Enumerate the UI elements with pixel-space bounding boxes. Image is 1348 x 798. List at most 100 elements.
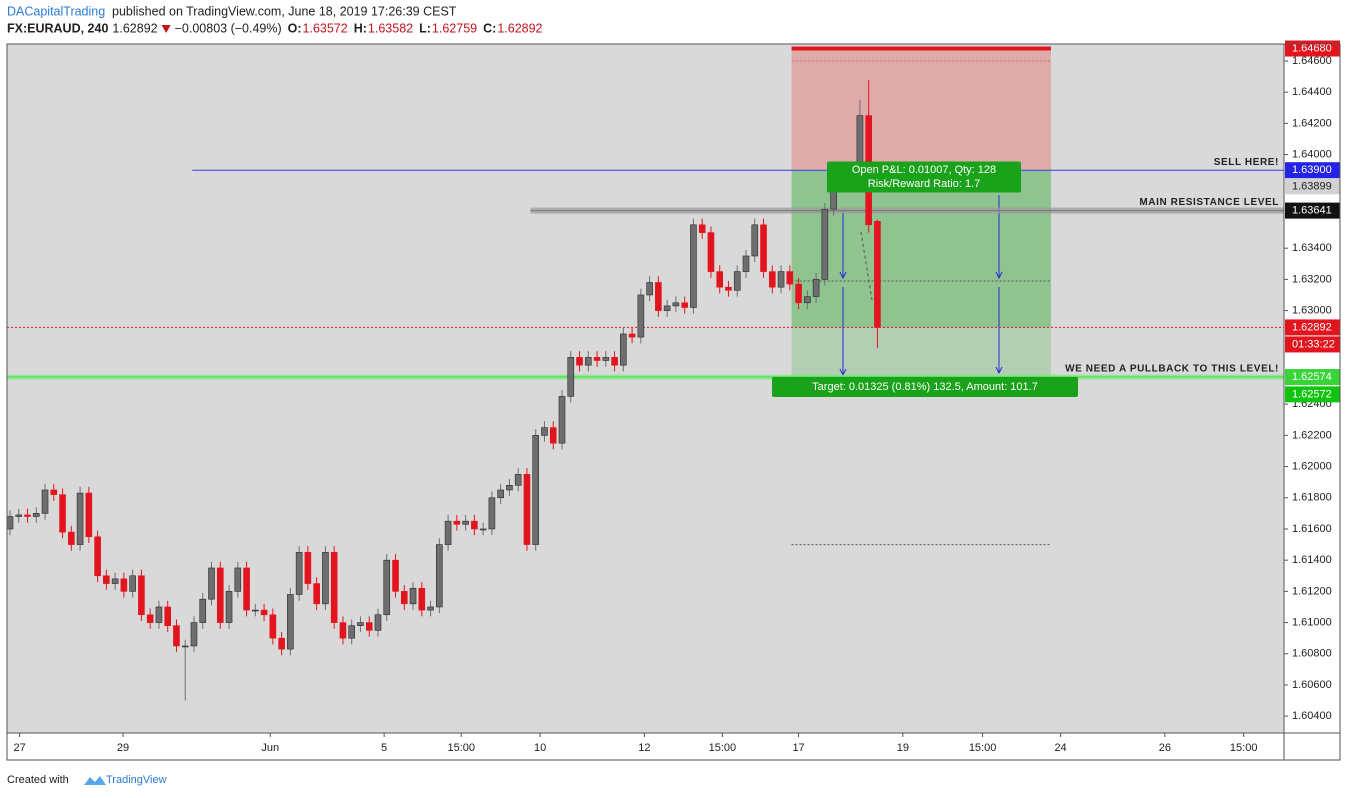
- position-label: Open P&L: 0.01007, Qty: 128: [852, 164, 996, 176]
- candle-body: [295, 552, 303, 595]
- candle-body: [725, 286, 732, 291]
- candle-body: [32, 513, 40, 517]
- ohlc-key: C:: [483, 21, 496, 35]
- candle-body: [181, 645, 189, 648]
- y-tick-label: 1.60400: [1292, 710, 1332, 722]
- candle-body: [690, 224, 697, 308]
- candle-body: [620, 333, 627, 366]
- candle-body: [24, 514, 31, 517]
- annotation: SELL HERE!: [1214, 157, 1279, 168]
- candle-body: [637, 294, 645, 338]
- candle-body: [541, 427, 548, 436]
- x-tick-label: 5: [381, 742, 387, 754]
- candle-body: [357, 622, 364, 626]
- x-tick-label: 15:00: [1230, 742, 1258, 754]
- x-tick-label: Jun: [261, 742, 279, 754]
- x-tick-label: 29: [117, 742, 129, 754]
- candle-body: [488, 497, 496, 530]
- last-price: 1.62892: [112, 21, 157, 35]
- ohlc-key: L:: [419, 21, 431, 35]
- candle-body: [716, 271, 724, 288]
- candle-body: [698, 224, 706, 233]
- candle-body: [146, 614, 154, 623]
- candle-body: [208, 567, 215, 600]
- price-tag-label: 1.63899: [1292, 180, 1332, 192]
- candle-body: [602, 357, 610, 361]
- ohlc-value: 1.63572: [303, 21, 348, 35]
- candle-body: [523, 474, 531, 545]
- candle-body: [672, 302, 680, 307]
- candle-body: [330, 552, 338, 623]
- published: published on TradingView.com, June 18, 2…: [112, 4, 457, 18]
- candle-body: [383, 559, 391, 616]
- countdown-tag: [1285, 336, 1340, 353]
- candle-body: [733, 271, 741, 291]
- candle-body: [497, 489, 504, 499]
- annotation: MAIN RESISTANCE LEVEL: [1139, 197, 1279, 208]
- candle-body: [111, 578, 119, 584]
- candle-body: [138, 575, 145, 616]
- candle-body: [41, 489, 49, 514]
- x-tick-label: 17: [792, 742, 804, 754]
- y-tick-label: 1.64000: [1292, 149, 1332, 161]
- chart-frame: [6, 43, 1341, 761]
- candle-body: [287, 594, 294, 650]
- y-tick-label: 1.61600: [1292, 523, 1332, 535]
- candle-body: [742, 255, 750, 272]
- candle-body: [804, 296, 811, 304]
- candle-body: [85, 492, 93, 538]
- candle-body: [549, 427, 557, 444]
- candle-body: [593, 357, 601, 361]
- candle-body: [471, 520, 478, 530]
- candle-body: [392, 559, 399, 592]
- symbol: FX:EURAUD, 240: [7, 21, 108, 35]
- candle-body: [646, 282, 653, 296]
- x-tick-label: 15:00: [447, 742, 475, 754]
- candle-body: [532, 435, 540, 545]
- x-tick-label: 10: [534, 742, 546, 754]
- candle-body: [462, 520, 469, 525]
- price-tag-label: 1.62574: [1292, 371, 1332, 383]
- arrow-head: [839, 271, 847, 280]
- price-tag: [1285, 202, 1340, 219]
- arrow-head: [995, 366, 1003, 375]
- y-tick-label: 1.61800: [1292, 492, 1332, 504]
- candle-body: [252, 609, 259, 612]
- y-tick-label: 1.62000: [1292, 460, 1332, 472]
- candle-body: [76, 492, 84, 545]
- stop-zone: [791, 48, 1051, 171]
- price-tag-label: 1.62572: [1292, 388, 1332, 400]
- x-tick-label: 19: [897, 742, 909, 754]
- candle-body: [313, 583, 320, 605]
- candle-body: [663, 305, 671, 311]
- price-tag: [1285, 386, 1340, 403]
- candle-body: [655, 282, 662, 311]
- y-tick-label: 1.64600: [1292, 55, 1332, 67]
- x-tick-label: 12: [638, 742, 650, 754]
- y-tick-label: 1.63400: [1292, 242, 1332, 254]
- y-tick-label: 1.60800: [1292, 648, 1332, 660]
- candle-body: [427, 606, 434, 611]
- candle-body: [576, 357, 583, 366]
- candle-body: [278, 637, 285, 650]
- candle-body: [400, 591, 408, 605]
- y-tick-label: 1.61200: [1292, 585, 1332, 597]
- price-tag: [1285, 319, 1340, 336]
- arrow-head: [995, 271, 1003, 280]
- candle-body: [155, 606, 163, 623]
- candle-body: [453, 520, 461, 525]
- x-tick-label: 15:00: [709, 742, 737, 754]
- countdown: 01:33:22: [1292, 338, 1335, 350]
- candle-body: [479, 528, 487, 531]
- ohlc-key: H:: [354, 21, 367, 35]
- candle-body: [339, 622, 347, 639]
- candle-body: [190, 622, 198, 647]
- footer-brand[interactable]: TradingView: [106, 774, 167, 786]
- candle-body: [50, 489, 58, 495]
- candle-body: [812, 279, 820, 297]
- candle-body: [68, 531, 75, 545]
- price-tag-label: 1.63641: [1292, 205, 1332, 217]
- author[interactable]: DACapitalTrading: [7, 4, 105, 18]
- price-tag: [1285, 40, 1340, 57]
- candle-body: [409, 587, 417, 605]
